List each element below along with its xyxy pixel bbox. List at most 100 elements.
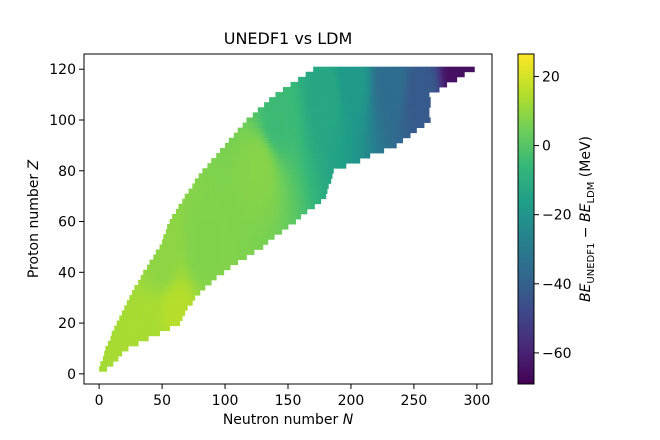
heatmap-cell <box>418 92 422 98</box>
heatmap-cell <box>231 229 235 235</box>
heatmap-cell <box>189 193 193 200</box>
heatmap-cell <box>163 274 167 281</box>
heatmap-cell <box>295 87 299 93</box>
heatmap-cell <box>220 224 223 230</box>
heatmap-cell <box>339 137 343 144</box>
heatmap-cell <box>304 137 308 144</box>
heatmap-cell <box>260 127 264 134</box>
heatmap-cell <box>225 219 228 225</box>
heatmap-cell <box>353 142 357 149</box>
heatmap-cell <box>288 127 291 134</box>
heatmap-cell <box>243 208 247 215</box>
heatmap-cell <box>330 87 334 93</box>
heatmap-cell <box>327 117 330 123</box>
heatmap-cell <box>241 254 245 261</box>
heatmap-cell <box>376 81 380 88</box>
heatmap-cell <box>237 127 241 134</box>
heatmap-cell <box>446 66 450 73</box>
heatmap-cell <box>237 147 241 154</box>
heatmap-cell <box>157 310 160 316</box>
heatmap-cell <box>306 97 310 103</box>
heatmap-cell <box>182 285 186 291</box>
heatmap-cell <box>251 158 255 164</box>
heatmap-cell <box>280 224 284 230</box>
heatmap-cell <box>412 97 416 103</box>
heatmap-cell <box>290 92 294 98</box>
heatmap-cell <box>162 325 165 332</box>
heatmap-cell <box>242 244 246 250</box>
heatmap-cell <box>220 178 223 184</box>
heatmap-cell <box>311 153 315 159</box>
heatmap-cell <box>248 249 252 255</box>
heatmap-cell <box>262 112 266 118</box>
heatmap-cell <box>149 325 153 332</box>
heatmap-cell <box>139 285 143 291</box>
heatmap-cell <box>227 163 231 169</box>
heatmap-cell <box>245 244 249 250</box>
heatmap-cell <box>184 213 188 220</box>
heatmap-cell <box>245 183 249 189</box>
heatmap-cell <box>198 249 202 255</box>
heatmap-cell <box>338 112 342 118</box>
heatmap-cell <box>367 102 371 108</box>
heatmap-cell <box>282 142 286 149</box>
heatmap-cell <box>309 102 313 108</box>
heatmap-cell <box>277 183 281 189</box>
heatmap-cell <box>243 188 247 195</box>
heatmap-cell <box>188 274 192 281</box>
heatmap-cell <box>198 173 202 179</box>
heatmap-cell <box>214 163 218 169</box>
heatmap-cell <box>340 122 344 129</box>
heatmap-cell <box>400 97 403 103</box>
heatmap-cell <box>323 92 327 98</box>
heatmap-cell <box>232 239 236 245</box>
heatmap-cell <box>313 107 317 113</box>
heatmap-cell <box>207 163 211 169</box>
heatmap-cell <box>184 239 188 245</box>
heatmap-cell <box>431 71 435 78</box>
heatmap-cell <box>110 340 114 347</box>
heatmap-cell <box>368 66 372 73</box>
heatmap-cell <box>304 132 308 139</box>
heatmap-cell <box>374 137 378 144</box>
heatmap-cell <box>178 249 182 255</box>
heatmap-cell <box>223 249 227 255</box>
heatmap-cell <box>252 178 256 184</box>
heatmap-cell <box>135 335 139 342</box>
heatmap-cell <box>160 274 164 281</box>
heatmap-cell <box>198 203 202 210</box>
heatmap-cell <box>212 219 216 225</box>
heatmap-cell <box>160 269 164 276</box>
heatmap-cell <box>139 315 143 321</box>
heatmap-cell <box>416 112 420 118</box>
heatmap-cell <box>295 122 299 129</box>
heatmap-cell <box>198 274 202 281</box>
heatmap-cell <box>216 153 220 159</box>
heatmap-cell <box>393 122 397 129</box>
heatmap-cell <box>206 173 210 179</box>
y-tick-label: 60 <box>58 215 76 231</box>
heatmap-cell <box>167 264 171 271</box>
heatmap-cell <box>212 264 216 271</box>
heatmap-cell <box>192 244 196 250</box>
heatmap-cell <box>408 81 412 88</box>
heatmap-cell <box>154 320 158 327</box>
heatmap-cell <box>305 87 309 93</box>
heatmap-cell <box>158 274 162 281</box>
heatmap-cell <box>264 117 267 123</box>
heatmap-cell <box>333 142 337 149</box>
heatmap-cell <box>426 92 430 98</box>
heatmap-cell <box>213 249 217 255</box>
heatmap-cell <box>340 107 344 113</box>
heatmap-cell <box>285 122 289 129</box>
heatmap-cell <box>275 107 279 113</box>
heatmap-cell <box>245 219 249 225</box>
heatmap-cell <box>199 193 203 200</box>
heatmap-cell <box>340 142 344 149</box>
heatmap-cell <box>350 92 354 98</box>
heatmap-cell <box>384 132 388 139</box>
heatmap-cell <box>294 153 298 159</box>
heatmap-cell <box>293 122 296 129</box>
heatmap-cell <box>332 158 335 164</box>
heatmap-cell <box>217 168 221 174</box>
